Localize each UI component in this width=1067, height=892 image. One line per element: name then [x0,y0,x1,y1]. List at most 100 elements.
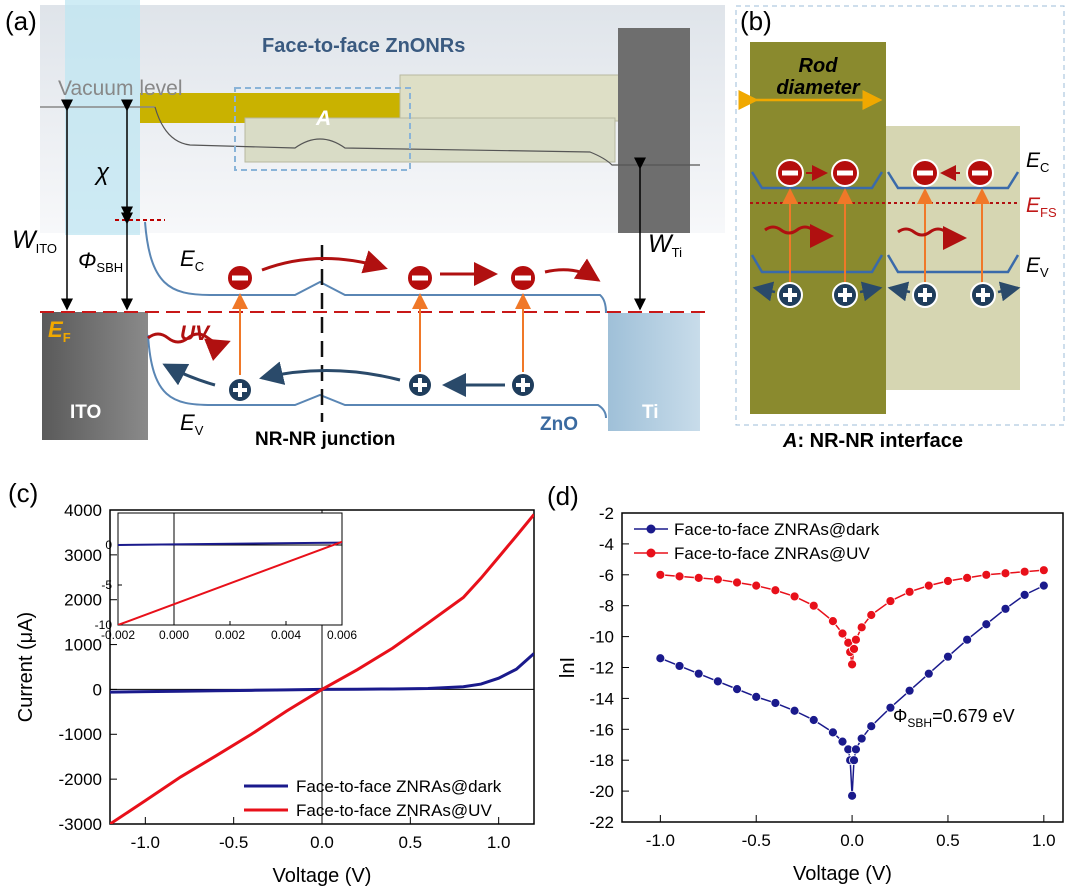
legend-swatch [647,549,656,558]
carrier-icon [971,283,995,307]
data-point [1001,604,1010,613]
figure: (a) Face-to-face ZnONRs Vacuum level A χ… [0,0,1067,892]
carrier-icon [912,160,938,186]
data-point [943,576,952,585]
label: χ [94,159,110,186]
legend-label: Face-to-face ZNRAs@dark [674,520,880,539]
data-point [982,620,991,629]
label: Vacuum level [58,77,183,100]
data-point [1039,581,1048,590]
y-tick-label: -8 [599,597,614,616]
y-tick-label: -14 [589,689,614,708]
carrier-icon [833,283,857,307]
shape: FS [1040,205,1057,220]
carrier-icon [967,160,993,186]
data-point [1020,590,1029,599]
data-point [713,575,722,584]
data-point [752,581,761,590]
label: A [315,107,331,130]
shape: Φ [78,248,96,273]
data-point [1039,566,1048,575]
label: Rod [799,55,839,77]
data-point [848,791,857,800]
y-tick-label: -4 [599,535,614,554]
data-point [675,661,684,670]
data-point [924,581,933,590]
panel-b: (b) Rod diameter EC EFS EV A: NR-NR inte… [736,6,1064,452]
label: EV [180,410,204,438]
arrow [545,270,598,280]
label: diameter [776,77,861,99]
shape: W [648,230,674,258]
annotation-part: Φ [893,706,907,726]
legend-swatch [647,525,656,534]
y-tick-label: -2 [599,504,614,523]
x-tick-label: -0.5 [219,833,248,852]
label: ΦSBH [78,248,123,275]
label: WTi [648,230,682,260]
label: NR-NR junction [255,429,395,450]
shape: C [1040,160,1049,175]
shape: E [180,246,195,271]
shape: ITO [36,241,57,256]
data-point [752,692,761,701]
y-tick-label: -2000 [59,770,102,789]
carrier-icon [407,265,433,291]
carrier-icon [511,373,535,397]
panel-label: (c) [8,478,38,508]
x-tick-label: -1.0 [646,831,675,850]
shape: E [1026,254,1041,277]
carrier-icon [510,265,536,291]
shape: A [782,430,797,452]
shape: F [63,330,71,345]
data-point [943,652,952,661]
data-point [694,573,703,582]
panel-label: (b) [740,6,772,36]
carrier-icon [832,160,858,186]
y-tick-label: 2000 [64,591,102,610]
data-point [905,686,914,695]
shape: C [195,259,204,274]
data-point [963,635,972,644]
page: (a) Face-to-face ZnONRs Vacuum level A χ… [0,0,1067,892]
carrier-icon [228,378,252,402]
data-point [851,635,860,644]
x-tick-label: 0.0 [310,833,334,852]
data-point [905,587,914,596]
data-point [828,617,837,626]
carrier-icon [227,265,253,291]
data-point [867,610,876,619]
data-point [675,572,684,581]
shape: V [195,423,204,438]
y-tick-label: -10 [589,628,614,647]
x-tick-label: 0.0 [840,831,864,850]
label: EV [1026,254,1049,280]
y-tick-label: -20 [589,782,614,801]
nanorod [400,75,650,121]
carrier-icon [777,160,803,186]
annotation-part: SBH [907,716,932,730]
data-point [713,677,722,686]
data-point [790,706,799,715]
data-point [982,570,991,579]
charts: -1.0-0.50.00.51.0-3000-2000-100001000200… [8,478,1063,887]
data-point [809,716,818,725]
data-point [886,597,895,606]
data-point [838,629,847,638]
y-tick-label: -5 [101,578,112,592]
y-tick-label: -18 [589,751,614,770]
carrier-icon [913,283,937,307]
shape: E [180,410,195,435]
x-tick-label: 0.002 [215,628,245,642]
y-axis-label: Current (μA) [15,612,37,722]
label: EC [1026,149,1049,175]
y-tick-label: -6 [599,566,614,585]
label: ZnO [540,414,578,435]
y-tick-label: 0 [105,538,112,552]
shape: SBH [96,260,123,275]
y-tick-label: 3000 [64,546,102,565]
shape: V [1040,265,1049,280]
label: UV [180,322,211,345]
annotation-part: =0.679 eV [932,706,1015,726]
data-point [656,570,665,579]
